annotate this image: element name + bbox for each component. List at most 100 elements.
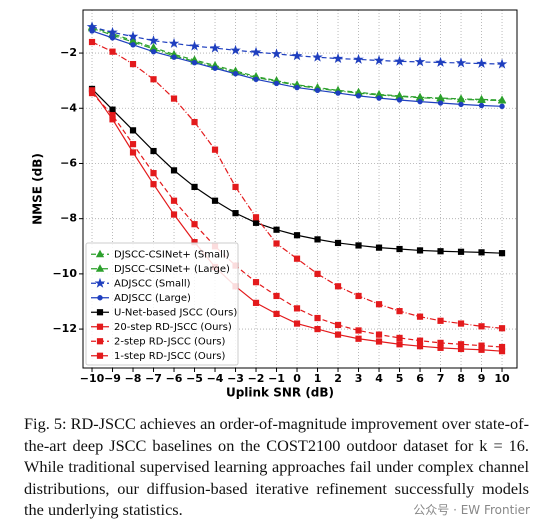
marker [96,352,104,359]
x-tick-label: 8 [457,372,465,385]
marker [416,337,424,344]
marker [353,53,364,64]
marker [375,338,383,345]
marker [396,341,403,348]
marker [417,98,423,105]
marker [170,211,178,218]
marker [375,331,383,338]
marker [437,317,444,324]
marker [355,327,362,334]
legend-label: 1-step RD-JSCC (Ours) [114,351,225,362]
marker [191,118,198,126]
x-tick-label: 1 [314,372,322,385]
marker [435,56,446,67]
x-tick-label: −8 [125,372,142,385]
marker [250,46,262,57]
marker [293,232,301,239]
marker [97,295,103,301]
marker [497,95,507,104]
x-axis-label: Uplink SNR (dB) [226,386,334,400]
marker [478,249,485,256]
marker [189,40,200,51]
marker [109,35,116,41]
legend-label: DJSCC-CSINet+ (Large) [114,264,230,275]
marker [477,95,486,103]
marker [95,264,105,272]
marker [209,42,221,53]
marker [396,334,403,342]
marker [150,170,157,177]
marker [291,50,303,61]
marker [437,339,444,346]
marker [334,321,342,329]
marker [170,95,178,102]
marker [211,197,219,204]
x-tick-label: −3 [227,372,244,385]
legend-label: DJSCC-CSINet+ (Small) [114,249,230,260]
series-line [91,41,503,329]
marker [355,292,362,300]
marker [109,106,116,113]
x-tick-label: 9 [478,372,486,385]
marker [314,87,321,94]
x-tick-label: −6 [166,372,183,385]
x-tick-label: −9 [104,372,121,385]
legend-label: 2-step RD-JSCC (Ours) [114,336,225,347]
x-tick-label: 6 [416,372,424,385]
marker [109,48,116,55]
marker [334,331,342,338]
marker [168,37,180,48]
x-tick-label: 0 [293,372,301,385]
legend-label: U-Net-based JSCC (Ours) [114,307,237,318]
marker [253,76,259,82]
marker [478,323,485,330]
marker [375,301,383,308]
marker [499,103,505,110]
marker [314,325,321,333]
marker [498,250,506,257]
marker [252,279,260,286]
marker [129,127,137,134]
y-axis-label: NMSE (dB) [31,153,45,225]
marker [458,101,464,108]
series-line [91,26,503,101]
marker [334,239,342,247]
marker [396,245,403,253]
x-tick-label: 4 [375,372,383,385]
marker [191,60,198,66]
marker [355,242,362,249]
marker [478,102,485,109]
marker [294,84,300,91]
x-tick-label: 10 [494,372,510,385]
marker [416,343,424,350]
y-tick-label: −2 [60,46,77,59]
marker [150,147,157,155]
marker [478,342,485,349]
legend-label: ADJSCC (Small) [114,278,191,289]
marker [127,30,139,41]
marker [88,38,96,46]
marker [271,48,282,59]
y-tick-label: −10 [52,267,77,280]
marker [94,277,106,288]
marker [437,100,444,106]
marker [170,197,178,204]
y-tick-label: −12 [52,322,77,335]
marker [96,338,104,345]
marker [273,310,280,317]
marker [148,35,159,46]
marker [355,93,362,99]
marker [498,325,506,332]
marker [416,313,424,320]
marker [476,58,487,69]
marker [191,221,198,228]
y-tick-label: −6 [60,156,77,169]
legend-label: ADJSCC (Large) [114,293,191,304]
x-tick-label: 5 [396,372,404,385]
marker [273,226,280,233]
legend-box [85,242,239,366]
marker [273,80,280,87]
marker [232,183,239,191]
marker [375,244,383,251]
marker [355,335,362,342]
